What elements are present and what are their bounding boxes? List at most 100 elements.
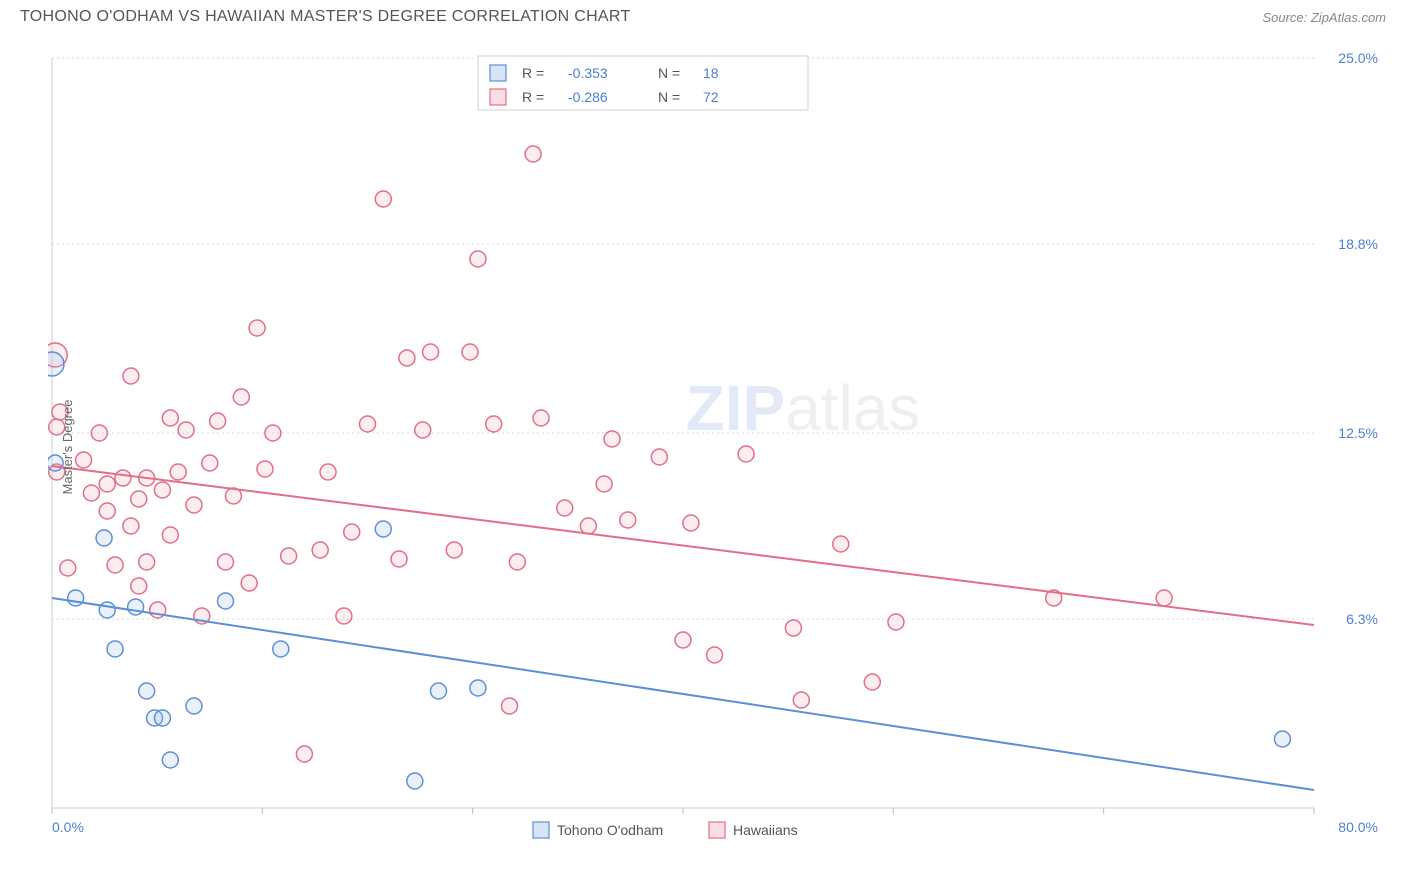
data-point <box>128 599 144 615</box>
data-point <box>312 542 328 558</box>
data-point <box>218 593 234 609</box>
data-point <box>131 578 147 594</box>
data-point <box>218 554 234 570</box>
data-point <box>336 608 352 624</box>
data-point <box>241 575 257 591</box>
svg-text:80.0%: 80.0% <box>1338 819 1378 835</box>
data-point <box>1274 731 1290 747</box>
svg-text:-0.286: -0.286 <box>568 89 608 105</box>
data-point <box>170 464 186 480</box>
trend-line <box>52 466 1314 625</box>
data-point <box>864 674 880 690</box>
legend-label: Tohono O'odham <box>557 822 663 838</box>
svg-text:0.0%: 0.0% <box>52 819 84 835</box>
data-point <box>391 551 407 567</box>
data-point <box>888 614 904 630</box>
data-point <box>738 446 754 462</box>
data-point <box>430 683 446 699</box>
svg-text:6.3%: 6.3% <box>1346 611 1378 627</box>
data-point <box>675 632 691 648</box>
svg-text:12.5%: 12.5% <box>1338 425 1378 441</box>
data-point <box>596 476 612 492</box>
data-point <box>320 464 336 480</box>
data-point <box>470 680 486 696</box>
data-point <box>154 482 170 498</box>
svg-text:N =: N = <box>658 89 680 105</box>
data-point <box>415 422 431 438</box>
data-point <box>604 431 620 447</box>
data-point <box>533 410 549 426</box>
data-point <box>375 521 391 537</box>
svg-text:25.0%: 25.0% <box>1338 50 1378 66</box>
data-point <box>707 647 723 663</box>
svg-text:18.8%: 18.8% <box>1338 236 1378 252</box>
data-point <box>557 500 573 516</box>
legend-swatch <box>709 822 725 838</box>
data-point <box>76 452 92 468</box>
source-label: Source: ZipAtlas.com <box>1262 10 1386 25</box>
data-point <box>60 560 76 576</box>
data-point <box>683 515 699 531</box>
data-point <box>1156 590 1172 606</box>
data-point <box>99 602 115 618</box>
data-point <box>123 368 139 384</box>
svg-text:18: 18 <box>703 65 719 81</box>
data-point <box>139 554 155 570</box>
data-point <box>99 476 115 492</box>
data-point <box>423 344 439 360</box>
data-point <box>265 425 281 441</box>
data-point <box>68 590 84 606</box>
data-point <box>273 641 289 657</box>
trend-line <box>52 598 1314 790</box>
data-point <box>131 491 147 507</box>
data-point <box>115 470 131 486</box>
data-point <box>509 554 525 570</box>
legend-swatch <box>533 822 549 838</box>
data-point <box>139 683 155 699</box>
chart-container: Master's Degree 6.3% 12.5% 18.8% 25.0% 0.0% 8… <box>48 46 1388 848</box>
data-point <box>399 350 415 366</box>
data-point <box>154 710 170 726</box>
y-axis-label: Master's Degree <box>60 400 75 495</box>
data-point <box>407 773 423 789</box>
data-point <box>344 524 360 540</box>
data-point <box>462 344 478 360</box>
data-point <box>162 527 178 543</box>
svg-text:ZIPatlas: ZIPatlas <box>686 372 921 444</box>
data-point <box>123 518 139 534</box>
data-point <box>83 485 99 501</box>
data-point <box>793 692 809 708</box>
legend-label: Hawaiians <box>733 822 798 838</box>
data-point <box>296 746 312 762</box>
chart-title: TOHONO O'ODHAM VS HAWAIIAN MASTER'S DEGR… <box>20 8 631 26</box>
data-point <box>470 251 486 267</box>
data-point <box>178 422 194 438</box>
svg-text:R =: R = <box>522 65 544 81</box>
scatter-chart: 6.3% 12.5% 18.8% 25.0% 0.0% 80.0% ZIPatlas R = -… <box>48 46 1384 848</box>
data-point <box>233 389 249 405</box>
data-point <box>501 698 517 714</box>
data-point <box>249 320 265 336</box>
data-point <box>210 413 226 429</box>
data-point <box>375 191 391 207</box>
data-point <box>257 461 273 477</box>
svg-text:R =: R = <box>522 89 544 105</box>
data-point <box>107 557 123 573</box>
svg-text:72: 72 <box>703 89 719 105</box>
data-point <box>580 518 596 534</box>
data-point <box>162 752 178 768</box>
data-point <box>620 512 636 528</box>
svg-text:N =: N = <box>658 65 680 81</box>
data-point <box>446 542 462 558</box>
data-point <box>96 530 112 546</box>
data-point <box>107 641 123 657</box>
data-point <box>486 416 502 432</box>
data-point <box>99 503 115 519</box>
svg-text:-0.353: -0.353 <box>568 65 608 81</box>
data-point <box>833 536 849 552</box>
data-point <box>202 455 218 471</box>
data-point <box>91 425 107 441</box>
data-point <box>785 620 801 636</box>
data-point <box>651 449 667 465</box>
data-point <box>186 698 202 714</box>
